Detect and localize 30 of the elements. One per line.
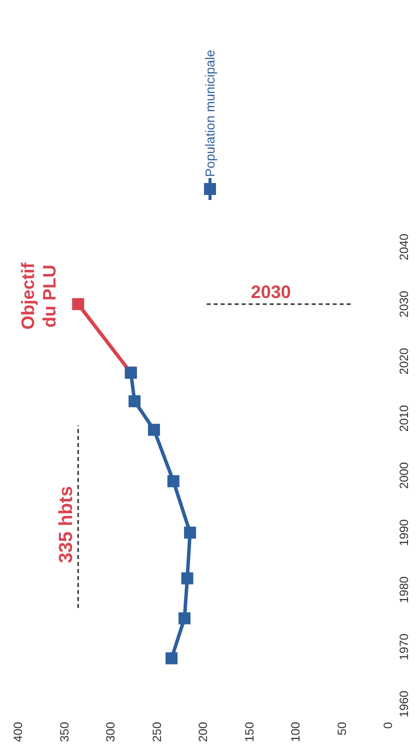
text: Population municipale <box>202 50 218 177</box>
x-tick-label: 400 <box>11 722 26 742</box>
x-tick-label: 50 <box>334 722 349 736</box>
point <box>72 298 84 310</box>
x-tick-label: 300 <box>104 722 118 742</box>
point <box>166 652 178 664</box>
point <box>178 612 190 624</box>
y-tick-label: 2030 <box>397 290 412 318</box>
point <box>184 526 196 539</box>
x-tick-label: 100 <box>288 722 303 742</box>
x-tick-label: 0 <box>381 722 396 729</box>
x-tick-label: 350 <box>57 722 72 742</box>
y-tick-label: 1980 <box>397 576 412 604</box>
y-tick-label: 2040 <box>397 233 412 260</box>
point <box>128 395 141 408</box>
x-tick-label: 200 <box>196 722 210 742</box>
annotation: Objectif du PLU <box>18 262 60 330</box>
y-tick-label: 2020 <box>397 348 412 375</box>
ref-line-label: 2030 <box>250 282 291 302</box>
x-tick-label: 150 <box>242 722 256 742</box>
y-tick-label: 2000 <box>397 462 412 489</box>
y-tick-label: 1960 <box>397 690 412 718</box>
point <box>148 424 160 436</box>
ref-line-label: 335 hbts <box>56 486 78 564</box>
y-tick-label: 1970 <box>397 633 412 660</box>
y-tick-label: 1990 <box>397 518 412 546</box>
y-tick-label: 2010 <box>397 404 412 432</box>
x-tick-label: 250 <box>150 722 164 742</box>
point <box>181 572 194 584</box>
point <box>167 475 180 488</box>
